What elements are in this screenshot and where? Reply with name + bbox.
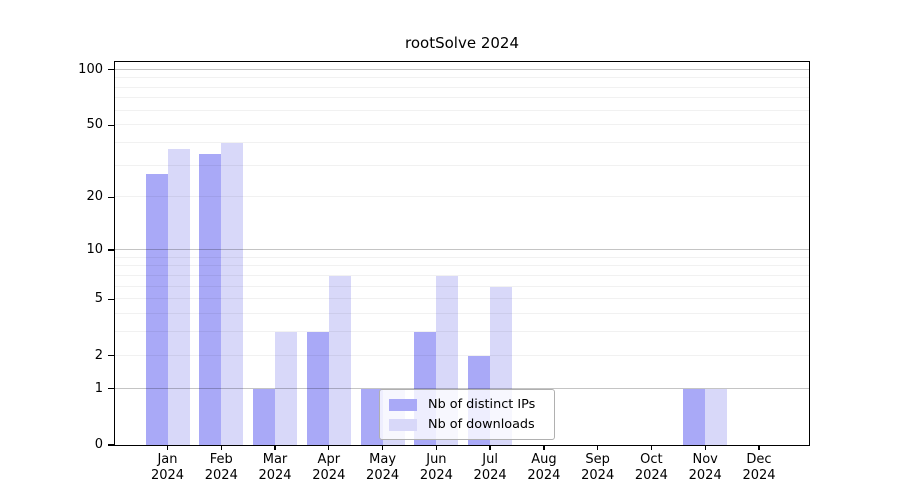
y-tick-20: [108, 196, 114, 199]
x-tick-sep: [597, 445, 599, 450]
x-tick-may: [381, 445, 384, 450]
bars-layer: [115, 62, 809, 445]
bar-distinct-ips-nov: [683, 388, 706, 445]
y-tick-label-50: 50: [86, 117, 103, 133]
x-tick-label-nov: Nov 2024: [688, 452, 722, 483]
x-tick-label-jun: Jun 2024: [419, 452, 453, 483]
x-tick-aug: [543, 445, 545, 450]
y-tick-100: [108, 69, 114, 71]
y-tick-50: [108, 124, 114, 126]
bar-distinct-ips-apr: [306, 332, 329, 445]
bar-distinct-ips-feb: [199, 153, 222, 445]
x-tick-dec: [758, 445, 760, 450]
y-tick-label-10: 10: [86, 242, 103, 257]
x-tick-jun: [435, 445, 438, 450]
legend-swatch-distinct-ips-icon: [389, 398, 417, 411]
plot-area: Nb of distinct IPs Nb of downloads 0 1 2 5 1…: [78, 61, 810, 483]
bar-distinct-ips-may: [360, 388, 383, 445]
x-tick-mar: [274, 445, 276, 450]
x-tick-oct: [650, 445, 653, 450]
x-tick-label-aug: Aug 2024: [527, 452, 561, 483]
y-tick-1: [108, 387, 114, 390]
x-tick-label-apr: Apr 2024: [312, 452, 346, 483]
x-tick-label-may: May 2024: [366, 452, 400, 483]
x-tick-label-oct: Oct 2024: [634, 452, 668, 483]
x-tick-label-sep: Sep 2024: [581, 452, 615, 483]
y-tick-label-20: 20: [86, 189, 103, 205]
bar-distinct-ips-mar: [253, 388, 276, 445]
legend: Nb of distinct IPs Nb of downloads: [379, 389, 555, 440]
legend-item-downloads: Nb of downloads: [389, 417, 545, 432]
legend-swatch-downloads-icon: [389, 418, 417, 431]
x-tick-label-jan: Jan 2024: [150, 452, 185, 483]
bar-downloads-mar: [275, 332, 298, 445]
x-tick-label-jul: Jul 2024: [473, 452, 507, 483]
bar-distinct-ips-jan: [145, 174, 168, 445]
legend-label-distinct-ips: Nb of distinct IPs: [428, 397, 536, 412]
x-tick-label-feb: Feb 2024: [204, 452, 238, 483]
y-tick-label-5: 5: [94, 291, 103, 307]
y-tick-label-2: 2: [94, 347, 103, 363]
x-tick-label-mar: Mar 2024: [258, 452, 292, 483]
y-tick-label-0: 0: [94, 437, 103, 452]
y-tick-label-100: 100: [78, 61, 103, 77]
chart-title: rootSolve 2024: [405, 34, 519, 52]
bar-downloads-jan: [167, 149, 190, 445]
x-tick-feb: [220, 445, 222, 450]
legend-label-downloads: Nb of downloads: [428, 417, 535, 432]
bar-downloads-nov: [705, 388, 728, 445]
bar-downloads-apr: [328, 275, 351, 445]
y-tick-0: [108, 444, 114, 446]
x-tick-label-dec: Dec 2024: [742, 452, 776, 483]
x-tick-nov: [704, 445, 706, 450]
x-tick-apr: [328, 445, 330, 450]
x-tick-jul: [489, 445, 491, 450]
bar-downloads-feb: [221, 143, 244, 445]
y-tick-10: [108, 249, 114, 251]
y-tick-2: [108, 355, 114, 357]
y-tick-label-1: 1: [94, 380, 103, 396]
x-tick-jan: [166, 445, 169, 450]
y-tick-5: [108, 298, 114, 300]
legend-item-distinct-ips: Nb of distinct IPs: [389, 397, 545, 412]
